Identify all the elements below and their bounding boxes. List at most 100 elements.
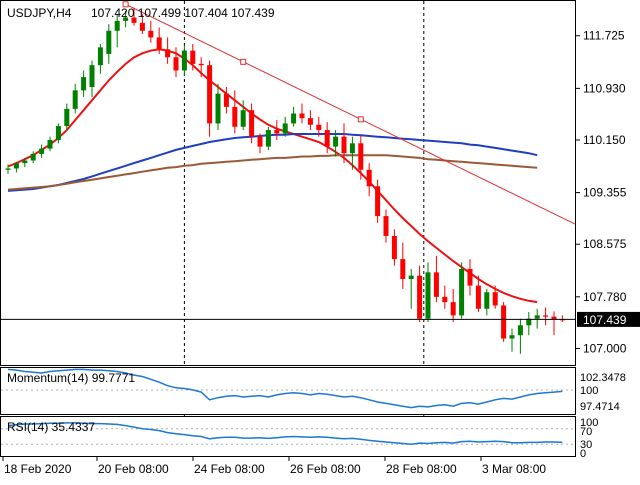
main-price-panel[interactable]: USDJPY,H4 107.420 107.499 107.404 107.43… — [0, 0, 576, 457]
trendline-anchor-1[interactable] — [240, 58, 247, 65]
candle[interactable] — [492, 285, 498, 309]
candle[interactable] — [408, 269, 414, 309]
candle[interactable] — [190, 44, 196, 71]
momentum-panel[interactable]: Momentum(14) 99.7771 102.3478 100 97.471… — [0, 367, 626, 415]
candle[interactable] — [509, 328, 515, 352]
moving-average-2 — [7, 154, 538, 191]
candle[interactable] — [257, 133, 263, 154]
candle[interactable] — [148, 20, 154, 43]
candle[interactable] — [459, 262, 465, 319]
candle[interactable] — [265, 126, 271, 150]
candle[interactable] — [467, 259, 473, 296]
candle[interactable] — [64, 103, 70, 131]
candle[interactable] — [72, 83, 78, 114]
momentum-line — [7, 368, 563, 409]
moving-average-0 — [7, 48, 538, 304]
candle[interactable] — [13, 161, 19, 173]
current-price-tag: 107.439 — [577, 311, 640, 327]
candle[interactable] — [375, 179, 381, 223]
trendline-anchor-2[interactable] — [357, 116, 364, 123]
candle[interactable] — [417, 265, 423, 322]
candle-body — [97, 47, 103, 66]
candle[interactable] — [97, 44, 103, 74]
candle-body — [475, 285, 481, 309]
candle[interactable] — [156, 27, 162, 54]
candle[interactable] — [551, 311, 557, 336]
candle[interactable] — [358, 135, 364, 180]
candle[interactable] — [299, 103, 305, 124]
candle[interactable] — [22, 157, 28, 168]
candle[interactable] — [47, 136, 53, 152]
candle[interactable] — [324, 122, 330, 154]
candle[interactable] — [450, 288, 456, 322]
candle-body — [198, 63, 204, 66]
candle[interactable] — [349, 136, 355, 170]
candle[interactable] — [55, 123, 61, 144]
candle[interactable] — [223, 87, 229, 114]
candle[interactable] — [198, 57, 204, 78]
candle-body — [299, 113, 305, 119]
candle-body — [30, 153, 36, 161]
candle[interactable] — [165, 37, 171, 64]
candle[interactable] — [123, 10, 129, 28]
candle[interactable] — [139, 14, 145, 35]
rsi-panel[interactable]: RSI(14) 35.4337 100 70 30 0 — [0, 416, 599, 461]
candle[interactable] — [534, 308, 540, 329]
candle[interactable] — [207, 60, 213, 137]
candle-body — [114, 20, 120, 31]
momentum-axis-mid: 100 — [580, 385, 598, 397]
candle[interactable] — [106, 24, 112, 64]
candle-body — [190, 50, 196, 64]
candle[interactable] — [442, 285, 448, 309]
candle[interactable] — [89, 60, 95, 97]
trendline-anchor-0[interactable] — [122, 1, 129, 8]
candle[interactable] — [291, 106, 297, 127]
candle-body — [282, 123, 288, 134]
time-axis[interactable]: 18 Feb 2020 20 Feb 08:00 24 Feb 08:00 26 Fe… — [2, 456, 546, 476]
candle[interactable] — [274, 120, 280, 140]
candle[interactable] — [249, 103, 255, 144]
candle[interactable] — [131, 7, 137, 26]
candle[interactable] — [517, 318, 523, 354]
candle-body — [459, 269, 465, 316]
candle[interactable] — [215, 83, 221, 131]
candle[interactable] — [333, 130, 339, 157]
candle[interactable] — [484, 288, 490, 316]
candle-body — [223, 93, 229, 107]
candle[interactable] — [383, 209, 389, 243]
candle[interactable] — [316, 116, 322, 137]
candle[interactable] — [81, 70, 87, 97]
candle[interactable] — [181, 45, 187, 76]
candle[interactable] — [240, 100, 246, 131]
candlesticks[interactable] — [5, 7, 565, 354]
candle[interactable] — [391, 229, 397, 266]
candle-body — [22, 160, 28, 164]
candle[interactable] — [433, 255, 439, 303]
candle[interactable] — [173, 47, 179, 78]
price-tick-label: 111.725 — [583, 29, 625, 43]
candle[interactable] — [341, 123, 347, 164]
candle[interactable] — [475, 275, 481, 313]
candle-body — [425, 272, 431, 319]
candle[interactable] — [425, 262, 431, 322]
candle-body — [467, 269, 473, 286]
candle[interactable] — [501, 302, 507, 342]
candle[interactable] — [526, 312, 532, 336]
candle[interactable] — [400, 242, 406, 289]
candle-body — [207, 65, 213, 124]
time-tick-label: 3 Mar 08:00 — [482, 462, 546, 476]
candle[interactable] — [232, 90, 238, 134]
candle[interactable] — [5, 164, 11, 174]
candle[interactable] — [366, 163, 372, 197]
price-axis[interactable]: 111.725 110.930 110.150 109.355 108.575 107.7… — [576, 29, 627, 356]
candle[interactable] — [543, 307, 549, 326]
candle[interactable] — [307, 110, 313, 131]
trendline[interactable] — [125, 3, 576, 225]
candle[interactable] — [30, 151, 36, 164]
candle[interactable] — [282, 116, 288, 137]
candle[interactable] — [39, 144, 45, 158]
candle-body — [358, 143, 364, 170]
candle[interactable] — [114, 14, 120, 48]
